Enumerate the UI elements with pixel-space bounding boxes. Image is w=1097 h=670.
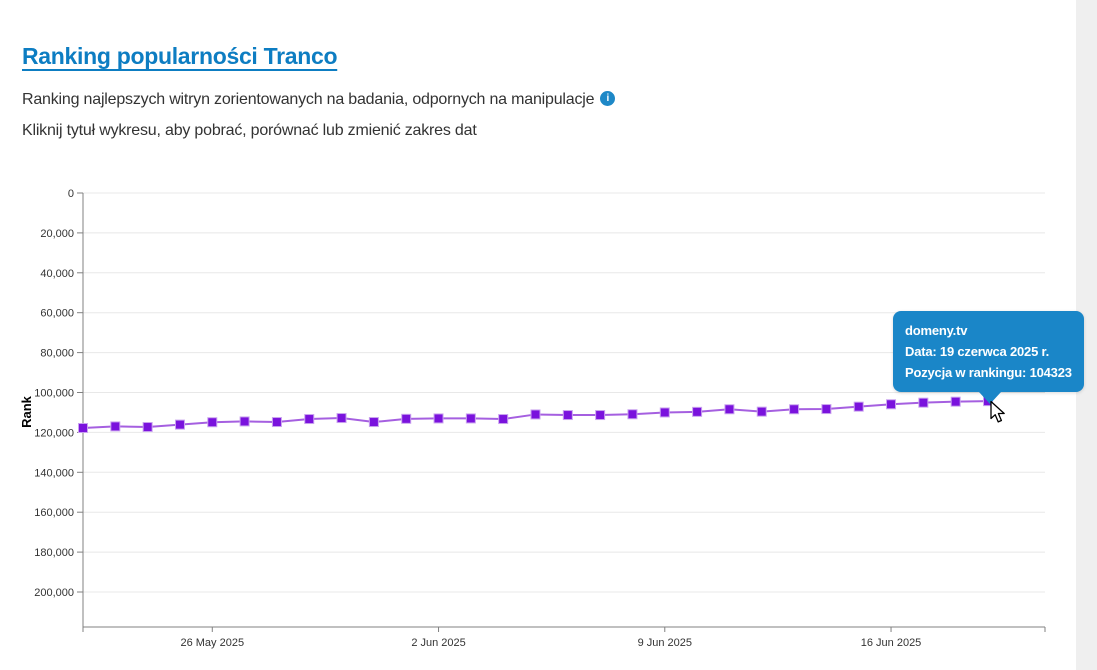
y-tick-label: 200,000 <box>34 587 74 599</box>
y-tick-label: 100,000 <box>34 388 74 400</box>
x-tick-label: 2 Jun 2025 <box>411 637 465 649</box>
data-point[interactable] <box>950 396 961 407</box>
data-point[interactable] <box>401 413 412 424</box>
tooltip-site-name: domeny.tv <box>905 323 968 338</box>
data-point[interactable] <box>756 406 767 417</box>
y-tick-label: 40,000 <box>40 268 74 280</box>
data-point[interactable] <box>336 413 347 424</box>
tooltip-date: Data: 19 czerwca 2025 r. <box>905 344 1050 359</box>
data-point[interactable] <box>692 406 703 417</box>
y-tick-label: 80,000 <box>40 348 74 360</box>
y-tick-label: 120,000 <box>34 427 74 439</box>
data-point[interactable] <box>886 399 897 410</box>
data-point[interactable] <box>174 419 185 430</box>
data-point[interactable] <box>142 422 153 433</box>
data-point[interactable] <box>595 410 606 421</box>
x-tick-label: 9 Jun 2025 <box>638 637 692 649</box>
y-tick-label: 180,000 <box>34 547 74 559</box>
y-tick-label: 0 <box>68 188 74 200</box>
data-point[interactable] <box>368 417 379 428</box>
info-icon[interactable]: i <box>600 91 616 106</box>
data-point[interactable] <box>465 413 476 424</box>
chart-description: Ranking najlepszych witryn zorientowanyc… <box>22 91 616 109</box>
data-point[interactable] <box>562 410 573 421</box>
data-point[interactable] <box>433 413 444 424</box>
data-point[interactable] <box>498 414 509 425</box>
y-tick-label: 140,000 <box>34 467 74 479</box>
data-point[interactable] <box>789 404 800 415</box>
data-point[interactable] <box>853 401 864 412</box>
data-point[interactable] <box>918 397 929 408</box>
y-tick-label: 160,000 <box>34 507 74 519</box>
chart-description-text: Ranking najlepszych witryn zorientowanyc… <box>22 91 595 108</box>
chart-instruction-text: Kliknij tytuł wykresu, aby pobrać, porów… <box>22 122 477 139</box>
data-point[interactable] <box>659 407 670 418</box>
y-axis-title: Rank <box>19 395 34 428</box>
data-point[interactable] <box>724 404 735 415</box>
data-point[interactable] <box>239 416 250 427</box>
tooltip-rank: Pozycja w rankingu: 104323 <box>905 365 1072 380</box>
data-point[interactable] <box>304 414 315 425</box>
data-point[interactable] <box>78 423 88 434</box>
tooltip-pointer <box>979 392 1001 404</box>
y-tick-label: 20,000 <box>40 228 74 240</box>
y-tick-label: 60,000 <box>40 308 74 320</box>
data-point[interactable] <box>530 409 541 420</box>
mouse-cursor-icon <box>990 401 1005 423</box>
chart-tooltip: domeny.tv Data: 19 czerwca 2025 r. Pozyc… <box>893 311 1084 404</box>
page-right-gutter <box>1076 0 1097 670</box>
data-point[interactable] <box>271 417 282 428</box>
x-tick-label: 26 May 2025 <box>180 637 244 649</box>
data-point[interactable] <box>821 404 832 415</box>
data-point[interactable] <box>110 421 121 432</box>
data-point[interactable] <box>207 417 218 428</box>
page-title-link[interactable]: Ranking popularności Tranco <box>22 43 338 69</box>
x-tick-label: 16 Jun 2025 <box>861 637 922 649</box>
data-point[interactable] <box>627 409 638 420</box>
